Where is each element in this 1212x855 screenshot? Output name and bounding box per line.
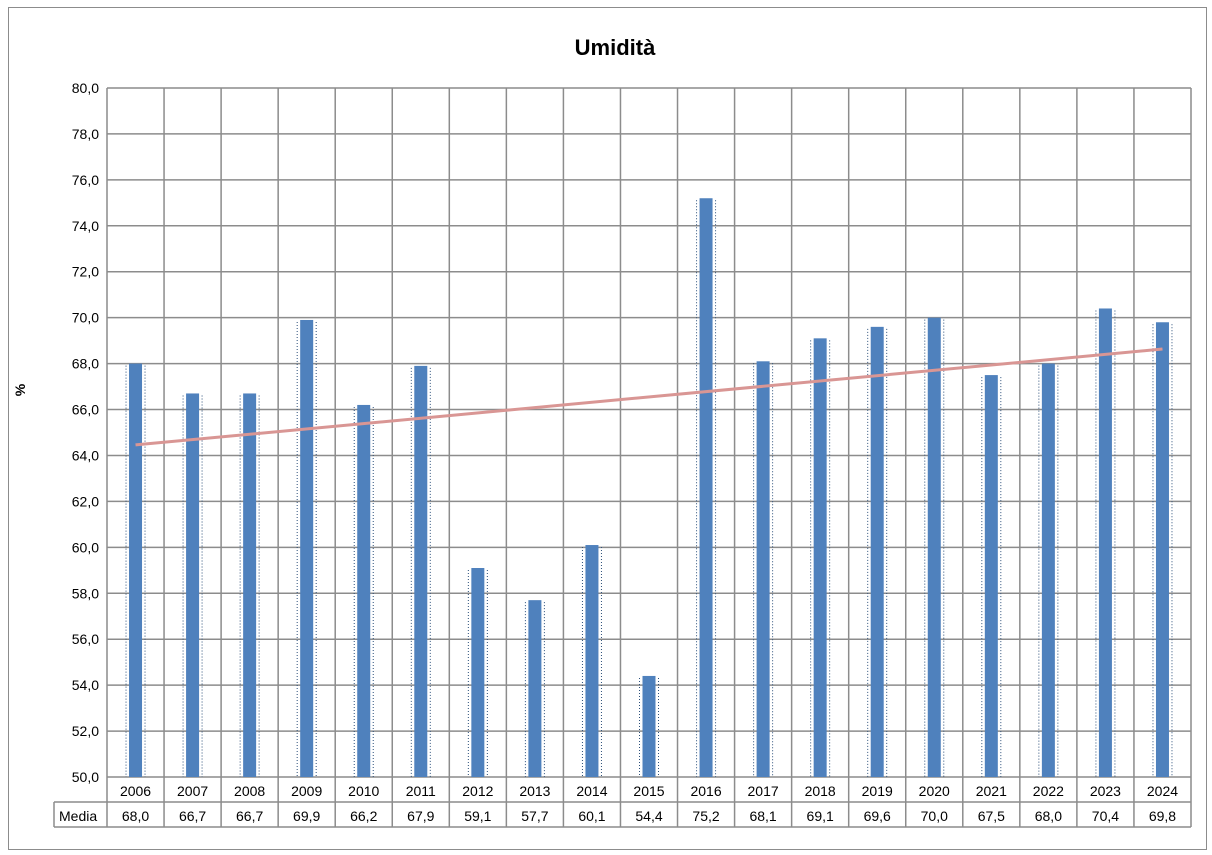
bar bbox=[300, 319, 314, 777]
bar bbox=[984, 375, 998, 777]
bar bbox=[699, 198, 713, 778]
data-table-value: 66,2 bbox=[350, 808, 377, 824]
data-table-value: 69,1 bbox=[807, 808, 834, 824]
y-axis-ticks: 50,0 52,0 54,0 56,0 58,0 60,0 62,0 64,0 66,0 68,0… bbox=[72, 80, 99, 785]
x-tick-label: 2018 bbox=[805, 783, 836, 799]
data-table-value: 69,8 bbox=[1149, 808, 1176, 824]
bar bbox=[357, 404, 371, 777]
x-tick-label: 2019 bbox=[862, 783, 893, 799]
bar bbox=[585, 545, 599, 777]
chart-title: Umidità bbox=[575, 35, 656, 60]
bar bbox=[870, 326, 884, 777]
bar bbox=[1098, 308, 1112, 777]
bar bbox=[1155, 322, 1169, 777]
chart-frame bbox=[8, 7, 1207, 850]
bar bbox=[243, 393, 257, 777]
x-tick-label: 2006 bbox=[120, 783, 151, 799]
data-table-value: 69,9 bbox=[293, 808, 320, 824]
data-table-value: 60,1 bbox=[578, 808, 605, 824]
y-tick-label: 80,0 bbox=[72, 80, 99, 96]
y-tick-label: 72,0 bbox=[72, 264, 99, 280]
data-table-value: 66,7 bbox=[179, 808, 206, 824]
data-table-value: 68,0 bbox=[1035, 808, 1062, 824]
y-tick-label: 66,0 bbox=[72, 402, 99, 418]
data-table-value: 59,1 bbox=[464, 808, 491, 824]
bar bbox=[1041, 363, 1055, 777]
bar bbox=[129, 363, 143, 777]
y-tick-label: 60,0 bbox=[72, 539, 99, 555]
x-tick-label: 2016 bbox=[690, 783, 721, 799]
y-tick-label: 78,0 bbox=[72, 126, 99, 142]
bar bbox=[642, 675, 656, 777]
y-tick-label: 62,0 bbox=[72, 493, 99, 509]
data-table-value: 54,4 bbox=[635, 808, 662, 824]
y-tick-label: 74,0 bbox=[72, 218, 99, 234]
data-table-value: 67,9 bbox=[407, 808, 434, 824]
data-table-value: 75,2 bbox=[692, 808, 719, 824]
x-tick-label: 2007 bbox=[177, 783, 208, 799]
y-tick-label: 50,0 bbox=[72, 769, 99, 785]
x-tick-label: 2010 bbox=[348, 783, 379, 799]
data-table-value: 68,0 bbox=[122, 808, 149, 824]
x-tick-label: 2022 bbox=[1033, 783, 1064, 799]
data-table-row-label: Media bbox=[59, 808, 97, 824]
data-table-value: 70,4 bbox=[1092, 808, 1119, 824]
x-tick-label: 2015 bbox=[633, 783, 664, 799]
data-table-value: 68,1 bbox=[749, 808, 776, 824]
x-tick-label: 2012 bbox=[462, 783, 493, 799]
data-table-value: 69,6 bbox=[864, 808, 891, 824]
x-tick-label: 2021 bbox=[976, 783, 1007, 799]
data-table-value: 67,5 bbox=[978, 808, 1005, 824]
y-tick-label: 70,0 bbox=[72, 310, 99, 326]
y-tick-label: 52,0 bbox=[72, 723, 99, 739]
bar bbox=[528, 600, 542, 777]
y-tick-label: 58,0 bbox=[72, 585, 99, 601]
y-tick-label: 56,0 bbox=[72, 631, 99, 647]
bar bbox=[186, 393, 200, 777]
bar bbox=[471, 568, 485, 777]
trendline bbox=[135, 347, 1163, 447]
y-tick-label: 68,0 bbox=[72, 356, 99, 372]
x-tick-label: 2023 bbox=[1090, 783, 1121, 799]
x-tick-label: 2009 bbox=[291, 783, 322, 799]
x-tick-label: 2011 bbox=[406, 783, 436, 799]
data-table-value: 66,7 bbox=[236, 808, 263, 824]
y-tick-label: 54,0 bbox=[72, 677, 99, 693]
bar bbox=[756, 361, 770, 777]
x-tick-label: 2017 bbox=[748, 783, 779, 799]
trendline-layer bbox=[135, 347, 1163, 447]
data-table: 2006 68,0 2007 66,7 2008 66,7 2009 69,9 2010 66,2… bbox=[53, 783, 1191, 828]
bars bbox=[125, 198, 1173, 778]
y-tick-label: 76,0 bbox=[72, 172, 99, 188]
x-tick-label: 2013 bbox=[519, 783, 550, 799]
data-table-value: 70,0 bbox=[921, 808, 948, 824]
grid bbox=[106, 87, 1192, 827]
data-table-value: 57,7 bbox=[521, 808, 548, 824]
bar bbox=[927, 317, 941, 777]
y-tick-label: 64,0 bbox=[72, 447, 99, 463]
x-tick-label: 2008 bbox=[234, 783, 265, 799]
x-tick-label: 2020 bbox=[919, 783, 950, 799]
bar bbox=[813, 338, 827, 777]
bar bbox=[414, 365, 428, 777]
x-tick-label: 2014 bbox=[576, 783, 607, 799]
x-tick-label: 2024 bbox=[1147, 783, 1178, 799]
y-axis-label: % bbox=[12, 383, 28, 396]
